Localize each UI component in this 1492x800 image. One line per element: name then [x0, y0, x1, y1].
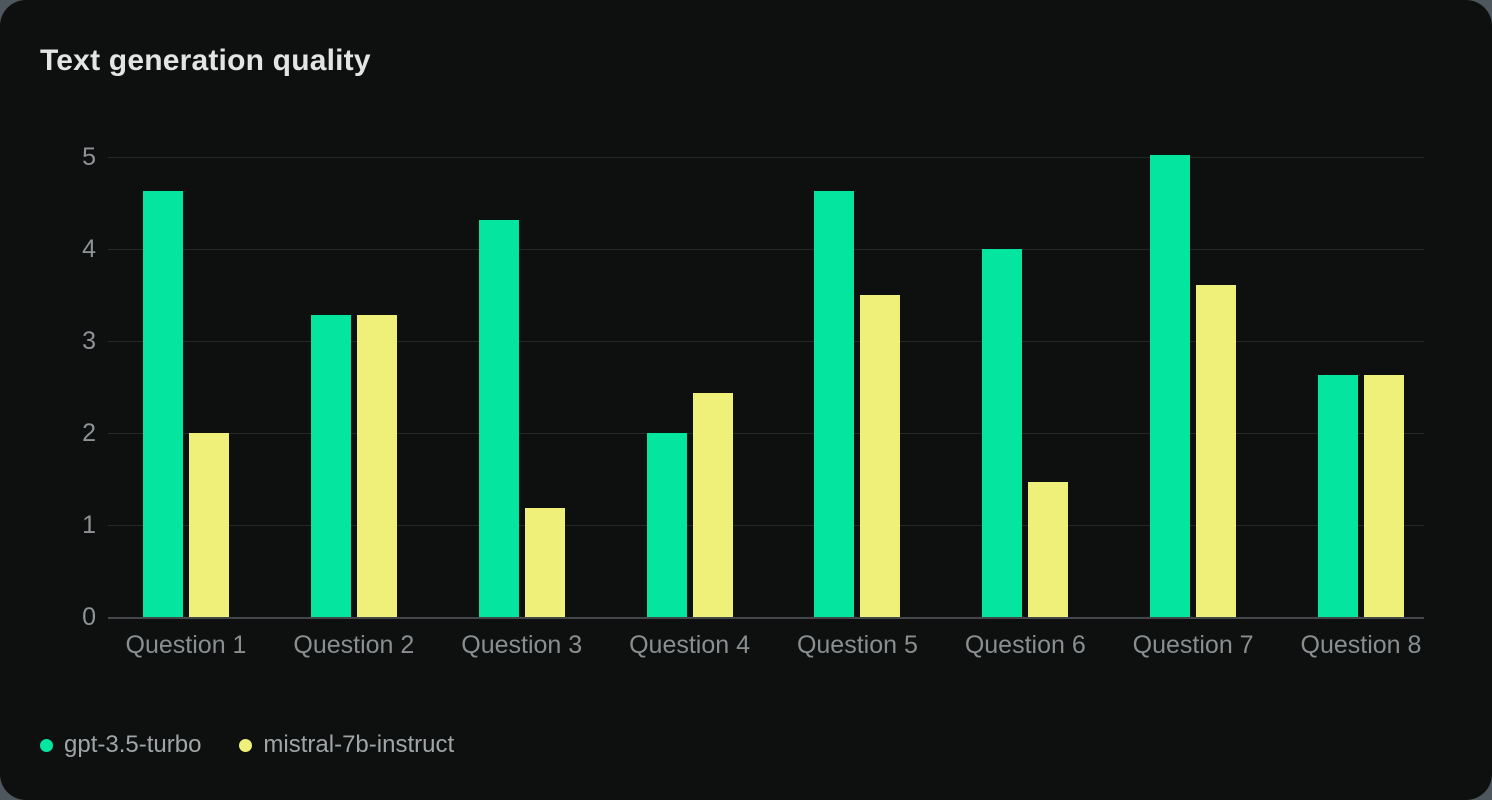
bar-group-1: [143, 157, 229, 617]
gridline: [108, 157, 1424, 158]
x-tick-label: Question 6: [964, 631, 1086, 659]
x-tick-label: Question 5: [796, 631, 918, 659]
legend-item-gpt-3.5-turbo[interactable]: gpt-3.5-turbo: [40, 731, 201, 759]
x-tick-label: Question 7: [1132, 631, 1254, 659]
bar-mistral-7b-instruct[interactable]: [1363, 375, 1404, 617]
bar-group-2: [310, 157, 397, 617]
gridline: [108, 433, 1424, 434]
bar-group-5: [814, 157, 901, 617]
y-tick-label: 3: [82, 327, 96, 355]
legend-label: gpt-3.5-turbo: [64, 731, 202, 758]
bar-mistral-7b-instruct[interactable]: [189, 433, 229, 617]
bar-group-8: [1317, 157, 1404, 617]
x-tick-label: Question 2: [293, 631, 415, 659]
x-tick-label: Question 4: [629, 631, 751, 659]
bar-mistral-7b-instruct[interactable]: [524, 508, 565, 617]
y-tick-label: 2: [82, 419, 96, 447]
x-axis-line: [108, 617, 1424, 619]
bar-gpt-3.5-turbo[interactable]: [1150, 155, 1191, 617]
x-tick-label: Question 1: [125, 631, 247, 659]
bar-group-6: [982, 157, 1069, 617]
gridline: [108, 249, 1424, 250]
bar-gpt-3.5-turbo[interactable]: [646, 433, 687, 617]
bar-gpt-3.5-turbo[interactable]: [143, 191, 183, 617]
y-tick-label: 1: [82, 511, 96, 539]
y-tick-label: 4: [82, 235, 96, 263]
bar-gpt-3.5-turbo[interactable]: [478, 219, 519, 617]
chart-title: Text generation quality: [40, 44, 371, 77]
x-tick-label: Question 3: [461, 631, 583, 659]
legend-marker-dot-icon: [40, 738, 53, 752]
bar-mistral-7b-instruct[interactable]: [692, 393, 733, 617]
bar-gpt-3.5-turbo[interactable]: [814, 191, 855, 617]
x-tick-label: Question 8: [1300, 631, 1422, 659]
bar-group-7: [1150, 155, 1237, 617]
bar-mistral-7b-instruct[interactable]: [1196, 284, 1237, 617]
plot-area: Question 1 Question 2 Question 3 Question 4…: [108, 155, 1424, 659]
gridline: [108, 525, 1424, 526]
legend-label: mistral-7b-instruct: [263, 731, 455, 758]
legend: gpt-3.5-turbo mistral-7b-instruct: [40, 731, 454, 759]
bar-group-3: [478, 157, 565, 617]
bar-gpt-3.5-turbo[interactable]: [310, 315, 351, 617]
legend-marker-dot-icon: [239, 738, 253, 752]
y-tick-label: 0: [82, 603, 96, 631]
bar-mistral-7b-instruct[interactable]: [860, 295, 901, 617]
bar-gpt-3.5-turbo[interactable]: [1317, 375, 1358, 617]
bar-group-4: [646, 157, 733, 617]
bar-gpt-3.5-turbo[interactable]: [982, 249, 1023, 617]
y-tick-label: 5: [82, 143, 96, 171]
gridline: [108, 341, 1424, 342]
bar-mistral-7b-instruct[interactable]: [356, 315, 397, 617]
bar-mistral-7b-instruct[interactable]: [1028, 481, 1069, 617]
legend-item-mistral-7b-instruct[interactable]: mistral-7b-instruct: [239, 731, 454, 759]
